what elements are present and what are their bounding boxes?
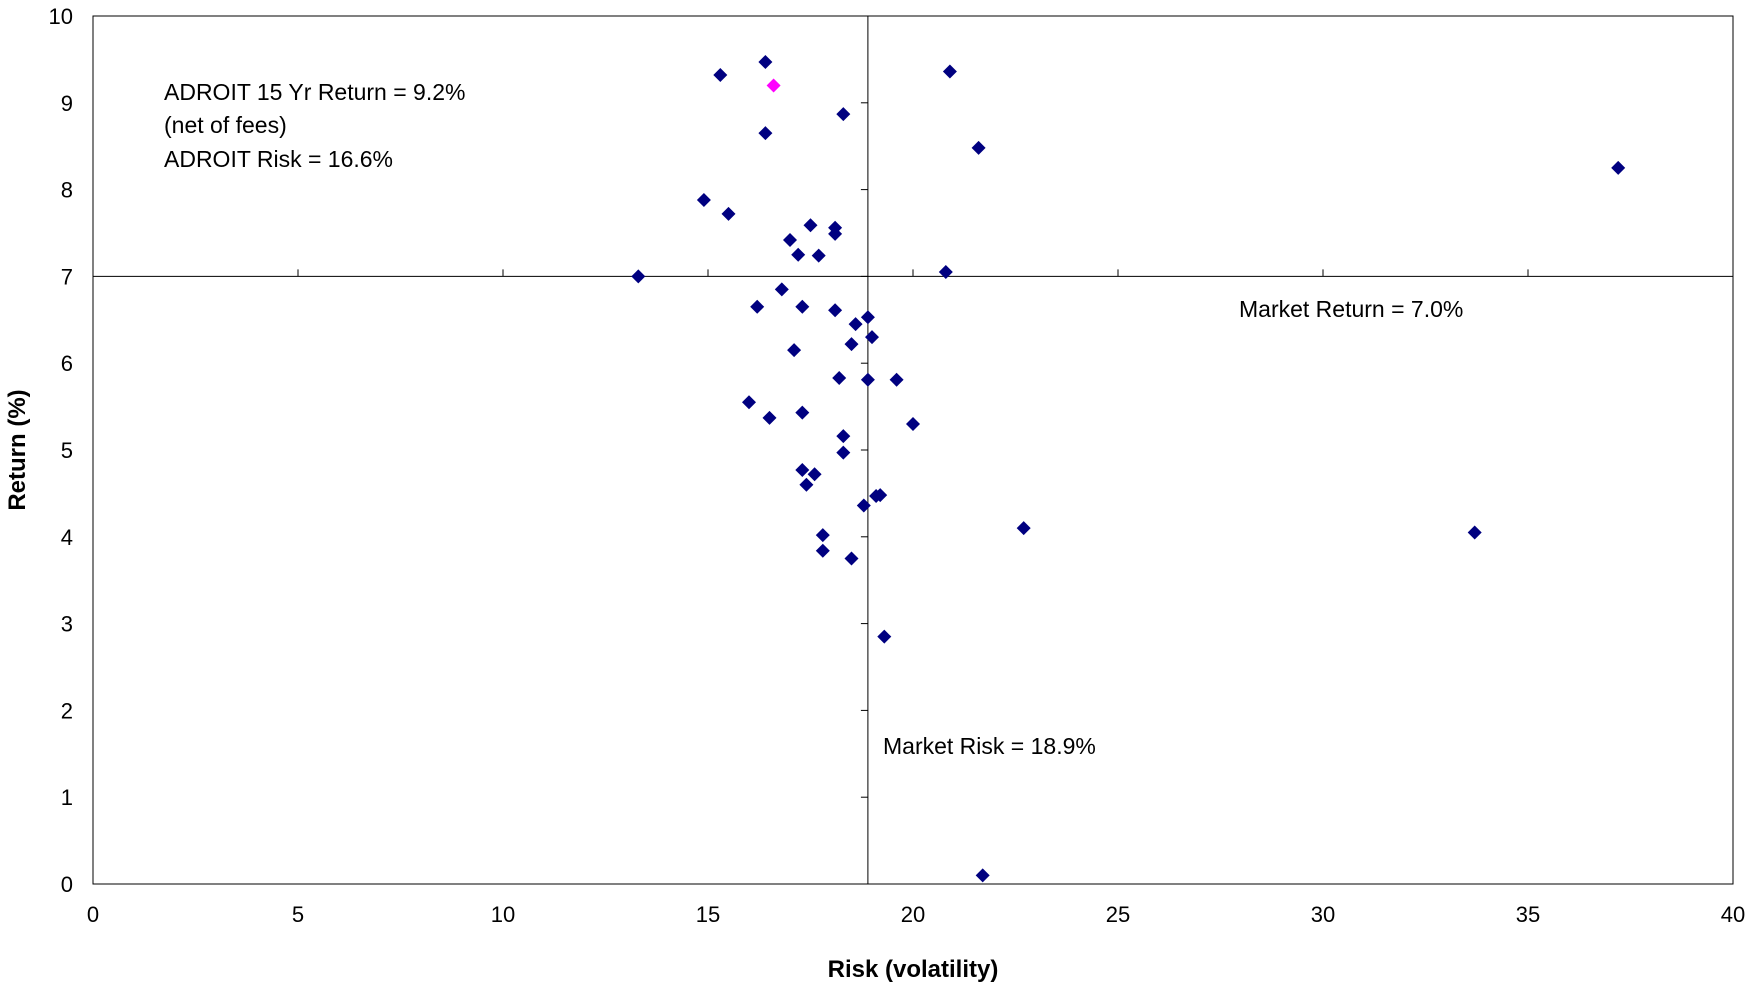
y-tick-label: 9 xyxy=(61,91,73,116)
fund-point xyxy=(795,405,810,420)
plot-area xyxy=(92,15,1734,885)
x-tick-label: 10 xyxy=(491,902,515,927)
adroit-fees-annotation: (net of fees) xyxy=(164,112,287,138)
x-tick-label: 25 xyxy=(1106,902,1130,927)
fund-point xyxy=(787,343,802,358)
fund-point xyxy=(795,299,810,314)
fund-point xyxy=(877,629,892,644)
fund-point xyxy=(758,55,773,70)
y-tick-label: 0 xyxy=(61,872,73,897)
x-tick-label: 40 xyxy=(1721,902,1745,927)
fund-point xyxy=(1016,521,1031,536)
fund-point xyxy=(783,232,797,247)
fund-point xyxy=(696,193,711,208)
y-tick-label: 6 xyxy=(61,351,73,376)
fund-point xyxy=(836,445,851,460)
fund-point xyxy=(844,551,859,566)
y-tick-label: 5 xyxy=(61,438,73,463)
fund-point xyxy=(795,462,810,477)
x-tick-label: 15 xyxy=(696,902,720,927)
scatter-points xyxy=(631,55,1626,883)
fund-point xyxy=(713,68,728,83)
fund-point xyxy=(844,337,859,352)
fund-point xyxy=(1467,525,1482,540)
fund-point xyxy=(938,265,953,280)
x-tick-label: 20 xyxy=(901,902,925,927)
fund-point xyxy=(807,467,822,482)
fund-point xyxy=(860,372,875,387)
y-tick-label: 3 xyxy=(61,612,73,637)
fund-point xyxy=(799,477,814,492)
fund-point xyxy=(750,299,765,314)
fund-point xyxy=(742,395,756,410)
x-tick-label: 0 xyxy=(87,902,99,927)
fund-point xyxy=(869,489,884,504)
fund-point xyxy=(860,310,875,325)
y-tick-label: 8 xyxy=(61,178,73,203)
adroit-point xyxy=(766,78,781,93)
y-tick-label: 4 xyxy=(61,525,73,550)
fund-point xyxy=(865,330,879,345)
fund-point xyxy=(906,416,920,431)
fund-point xyxy=(1611,160,1626,175)
y-axis-title: Return (%) xyxy=(4,389,31,510)
fund-point xyxy=(889,372,904,387)
x-tick-label: 30 xyxy=(1311,902,1335,927)
fund-point xyxy=(762,410,777,425)
fund-point xyxy=(856,498,871,513)
fund-point xyxy=(971,140,986,155)
market-risk-annotation: Market Risk = 18.9% xyxy=(883,733,1096,759)
fund-point xyxy=(975,868,990,883)
fund-point xyxy=(828,226,843,241)
y-tick-label: 2 xyxy=(61,698,73,723)
fund-point xyxy=(815,528,830,543)
fund-point xyxy=(791,247,806,262)
adroit-risk-annotation: ADROIT Risk = 16.6% xyxy=(164,146,393,172)
axis-ticks: 0 5 10 15 20 25 30 35 40 0 1 2 3 4 5 6 7 8 9 10 xyxy=(49,4,1746,927)
fund-point xyxy=(811,248,826,263)
fund-point xyxy=(774,282,789,297)
fund-point xyxy=(836,429,851,444)
fund-point xyxy=(828,303,843,318)
fund-point xyxy=(815,543,830,558)
fund-point xyxy=(803,218,818,233)
x-tick-label: 35 xyxy=(1516,902,1540,927)
y-tick-label: 1 xyxy=(61,785,73,810)
market-return-annotation: Market Return = 7.0% xyxy=(1239,296,1463,322)
fund-point xyxy=(942,64,957,79)
fund-point xyxy=(631,269,646,284)
adroit-return-annotation: ADROIT 15 Yr Return = 9.2% xyxy=(164,79,465,105)
fund-point xyxy=(836,107,851,122)
y-tick-label: 7 xyxy=(61,264,73,289)
x-tick-label: 5 xyxy=(292,902,304,927)
x-axis-title: Risk (volatility) xyxy=(828,956,999,983)
y-tick-label: 10 xyxy=(49,4,73,29)
fund-point xyxy=(832,370,847,385)
fund-point xyxy=(721,206,736,221)
fund-point xyxy=(848,317,863,332)
fund-point xyxy=(758,126,773,141)
